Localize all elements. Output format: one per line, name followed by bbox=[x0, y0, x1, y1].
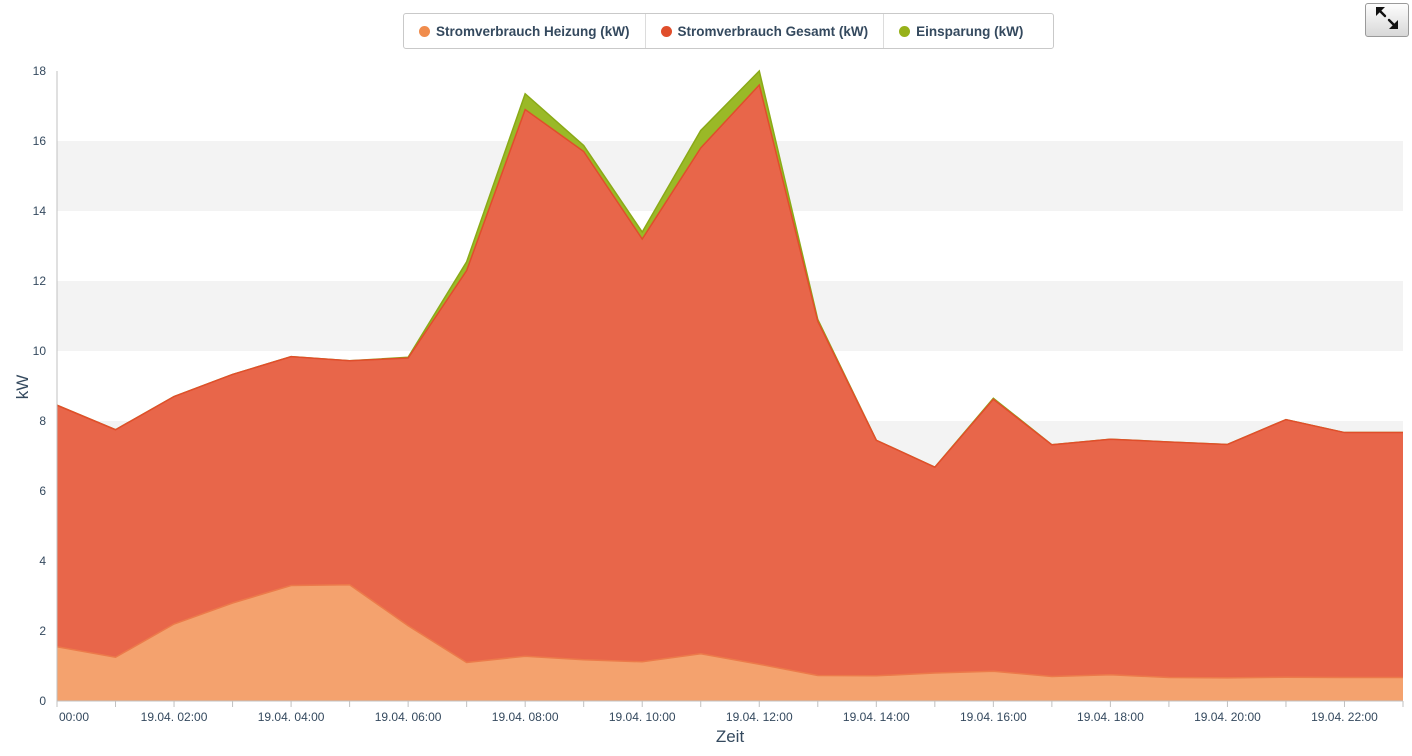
x-tick-label: 19.04. 12:00 bbox=[726, 710, 793, 724]
area-series-1 bbox=[57, 85, 1403, 701]
y-tick-label: 0 bbox=[39, 694, 46, 708]
y-tick-label: 8 bbox=[39, 414, 46, 428]
x-axis: 00:00 19.04. 02:00 19.04. 04:00 19.04. 06:0… bbox=[56, 700, 1404, 724]
expand-arrows-icon bbox=[1374, 5, 1400, 36]
legend-label-einsparung: Einsparung (kW) bbox=[916, 23, 1024, 39]
legend-item-einsparung[interactable]: Einsparung (kW) bbox=[884, 14, 1038, 48]
x-tick-label: 19.04. 02:00 bbox=[141, 710, 208, 724]
y-tick-label: 10 bbox=[33, 344, 47, 358]
x-tick-label: 19.04. 22:00 bbox=[1311, 710, 1378, 724]
y-tick-label: 2 bbox=[39, 624, 46, 638]
y-tick-label: 14 bbox=[33, 204, 47, 218]
x-tick-label: 19.04. 04:00 bbox=[258, 710, 325, 724]
line-series-0 bbox=[56, 584, 1403, 679]
y-tick-label: 12 bbox=[33, 274, 47, 288]
y-axis-title: kW bbox=[13, 375, 32, 400]
x-tick-label: 19.04. 06:00 bbox=[375, 710, 442, 724]
y-axis: 0 2 4 6 8 10 12 14 16 18 bbox=[33, 64, 58, 708]
x-tick-label: 19.04. 20:00 bbox=[1194, 710, 1261, 724]
x-axis-title: Zeit bbox=[716, 727, 745, 746]
legend-item-gesamt[interactable]: Stromverbrauch Gesamt (kW) bbox=[646, 14, 885, 48]
area-series-0 bbox=[57, 584, 1403, 701]
x-tick-label: 19.04. 10:00 bbox=[609, 710, 676, 724]
legend-dot-gesamt bbox=[660, 25, 672, 37]
legend-label-gesamt: Stromverbrauch Gesamt (kW) bbox=[677, 23, 869, 39]
legend-item-heizung[interactable]: Stromverbrauch Heizung (kW) bbox=[404, 14, 646, 48]
legend-dot-einsparung bbox=[899, 25, 911, 37]
x-tick-label: 19.04. 18:00 bbox=[1077, 710, 1144, 724]
y-tick-label: 6 bbox=[39, 484, 46, 498]
legend-label-heizung: Stromverbrauch Heizung (kW) bbox=[436, 23, 630, 39]
y-tick-label: 16 bbox=[33, 134, 47, 148]
x-tick-label: 19.04. 16:00 bbox=[960, 710, 1027, 724]
expand-button[interactable] bbox=[1365, 3, 1409, 37]
x-tick-label: 00:00 bbox=[59, 710, 89, 724]
legend: Stromverbrauch Heizung (kW) Stromverbrau… bbox=[403, 13, 1054, 49]
series-areas bbox=[56, 69, 1403, 701]
x-tick-label: 19.04. 08:00 bbox=[492, 710, 559, 724]
y-tick-label: 4 bbox=[39, 554, 46, 568]
legend-dot-heizung bbox=[419, 25, 430, 37]
line-series-1 bbox=[56, 83, 1403, 469]
x-tick-label: 19.04. 14:00 bbox=[843, 710, 910, 724]
y-tick-label: 18 bbox=[33, 64, 47, 78]
